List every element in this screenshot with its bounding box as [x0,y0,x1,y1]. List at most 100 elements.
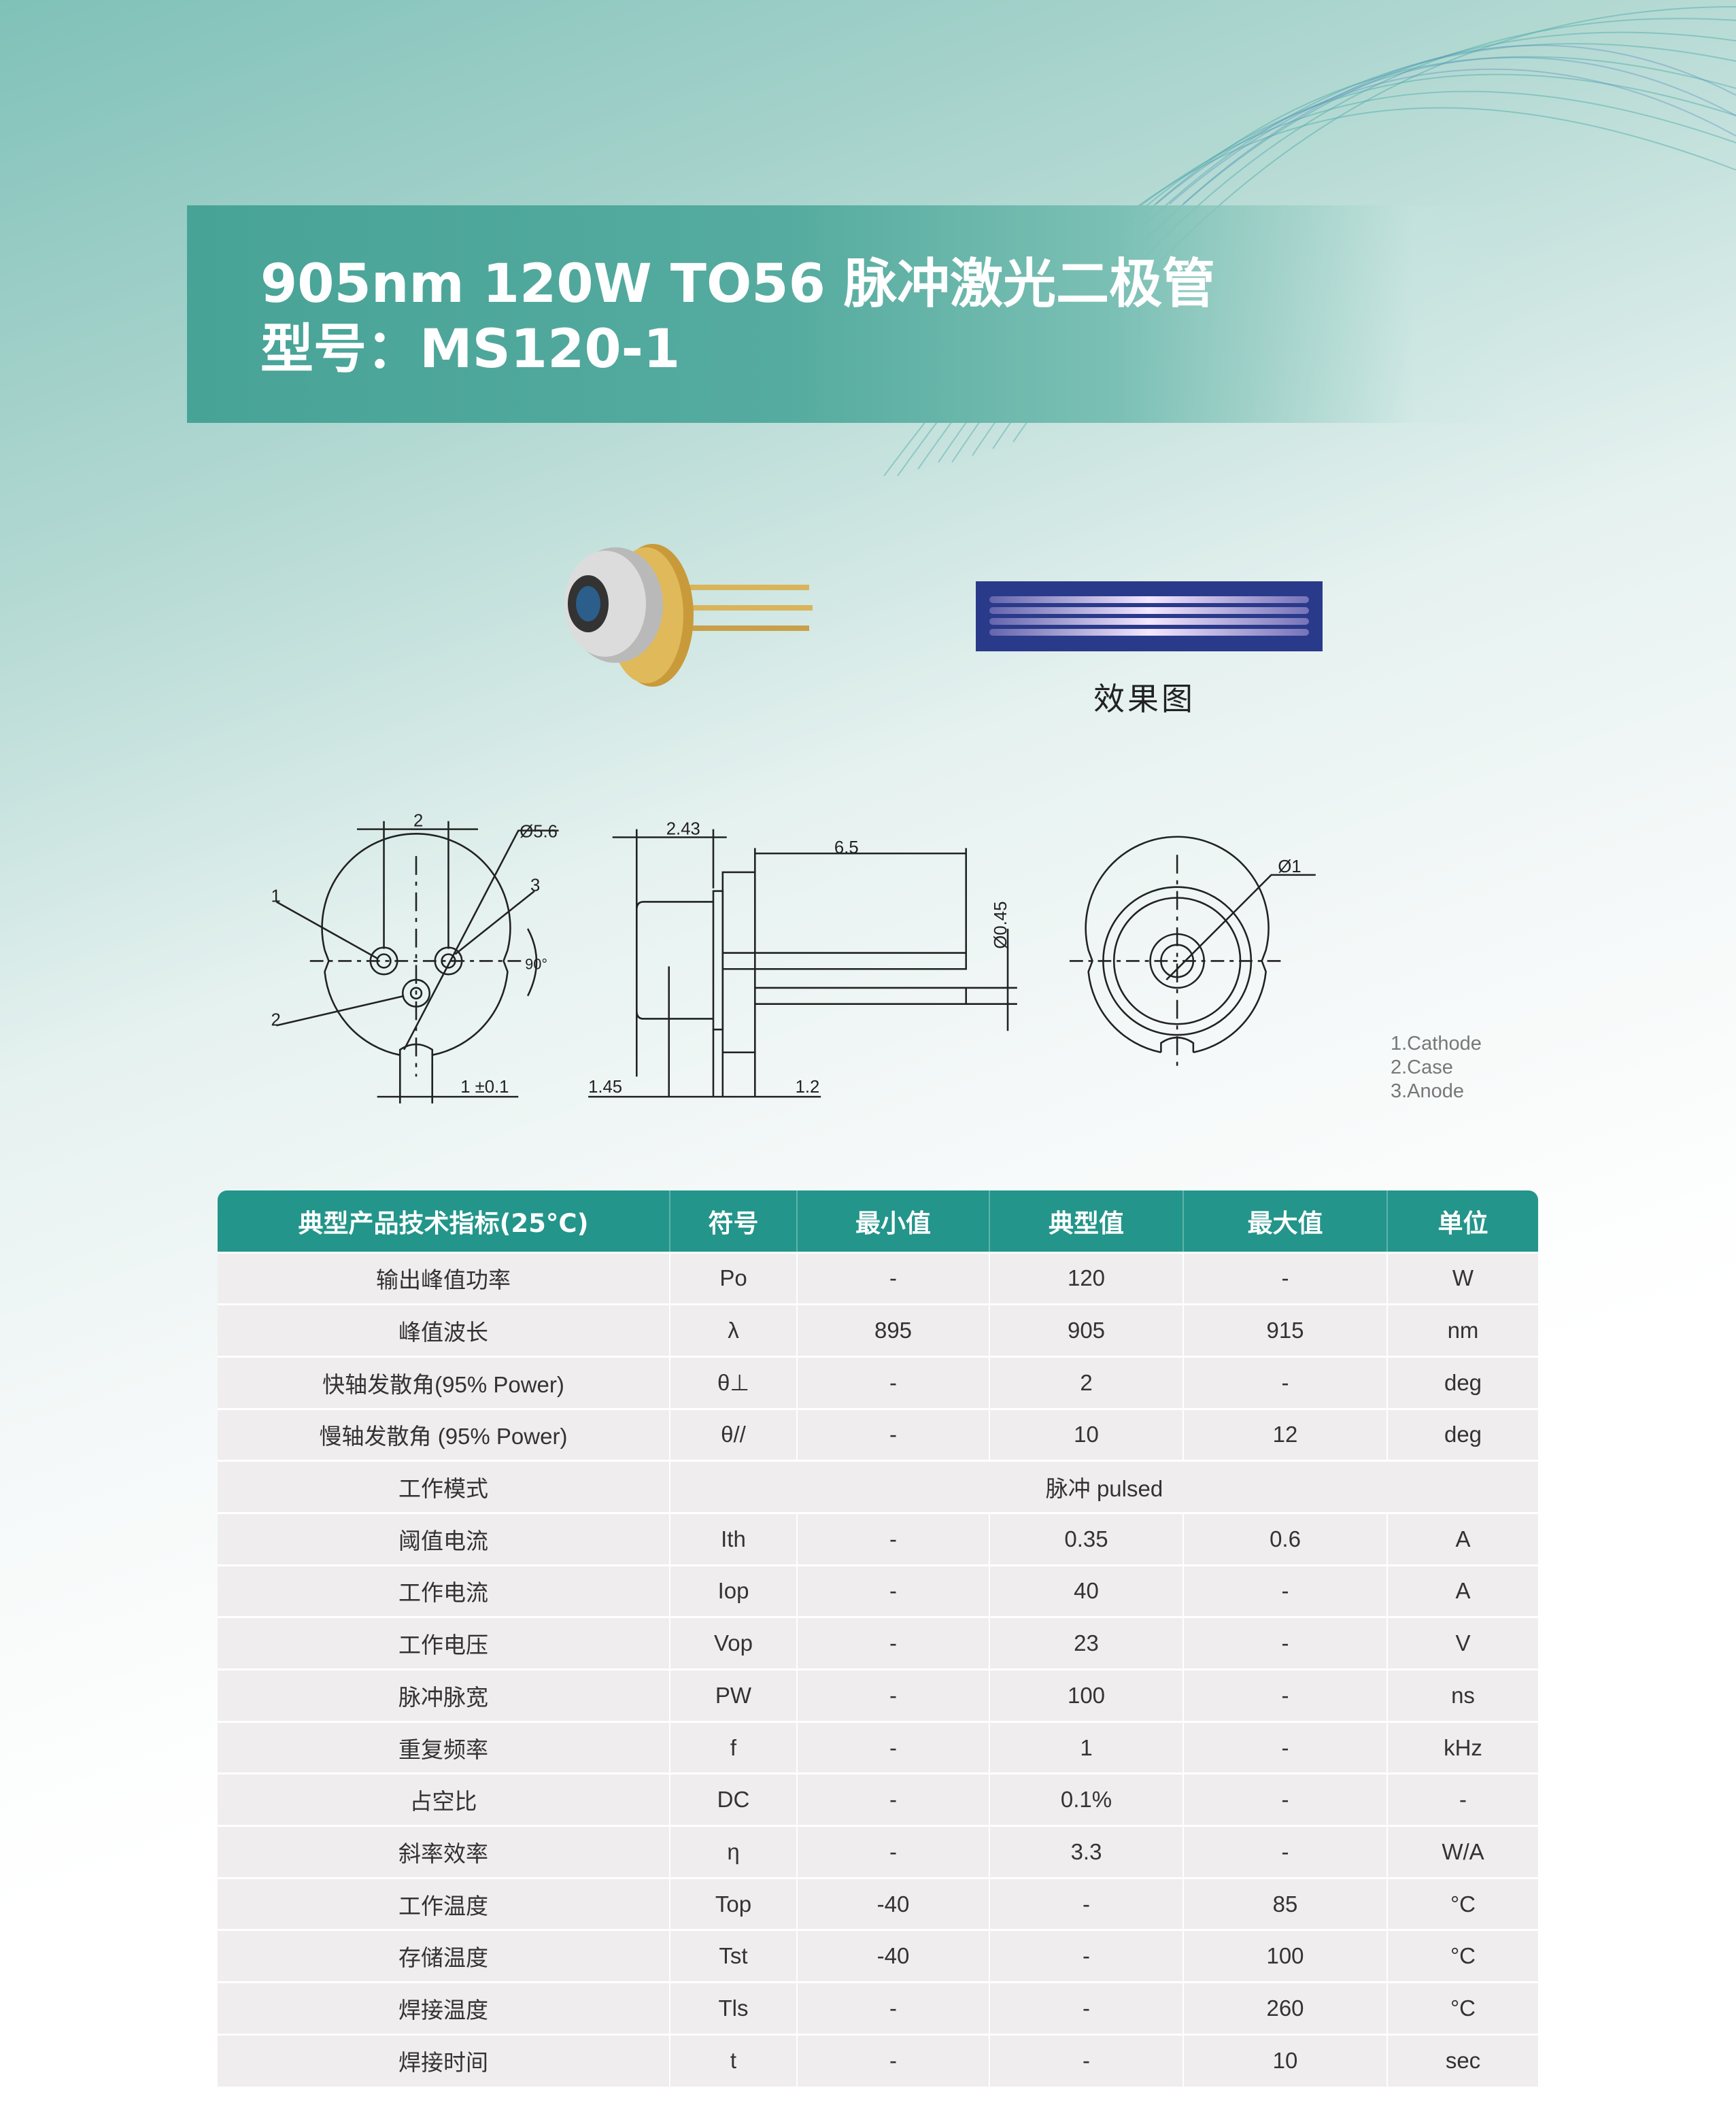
table-row: 斜率效率 η -3.3- W/A [218,1825,1538,1879]
table-cell: - [796,2033,989,2087]
table-cell: - [796,1616,989,1670]
table-row: 慢轴发散角 (95% Power) θ//-10 12 deg [218,1407,1538,1461]
table-cell: - [989,1929,1183,1983]
table-cell: °C [1386,1876,1538,1930]
table-cell: V [1386,1616,1538,1670]
table-cell: 905 [989,1303,1183,1357]
title-band [187,205,1520,423]
table-cell: θ// [669,1407,797,1461]
table-cell: PW [669,1668,797,1722]
parameter-name: 慢轴发散角 (95% Power) [218,1407,670,1461]
parameter-name: 焊接时间 [218,2033,670,2087]
dim-145: 1.45 [588,1078,622,1097]
parameter-name: 阈值电流 [218,1511,670,1566]
dim-pitch: 2 [413,812,423,831]
product-photo [564,544,813,687]
table-cell: - [1182,1355,1387,1409]
column-header: 单位 [1386,1190,1538,1252]
parameter-name: 重复频率 [218,1720,670,1774]
table-cell: - [1182,1616,1387,1670]
table-cell: 12 [1182,1407,1387,1461]
table-cell: θ⊥ [669,1355,797,1409]
dim-window: Ø1 [1278,857,1301,876]
table-cell: - [796,1772,989,1826]
pin1-label: 1 [271,887,280,906]
table-cell: - [796,1825,989,1879]
dimension-drawing: 2 Ø5.6 1 3 2 90° 1 ±0.1 2.43 6.5 Ø0.45 1… [271,812,1316,1103]
table-cell: A [1386,1564,1538,1617]
table-cell: η [669,1825,797,1879]
parameter-name: 斜率效率 [218,1825,670,1879]
parameter-name: 工作温度 [218,1876,670,1930]
table-cell: - [796,1407,989,1461]
dim-diameter: Ø5.6 [520,823,558,842]
table-cell: 2 [989,1355,1183,1409]
table-row: 工作温度 Top -40-85 °C [218,1876,1538,1930]
table-cell: Po [669,1251,797,1305]
column-header: 典型值 [989,1190,1183,1252]
parameter-name: 脉冲脉宽 [218,1668,670,1722]
dim-angle: 90° [525,955,547,972]
table-cell: deg [1386,1407,1538,1461]
parameter-name: 快轴发散角(95% Power) [218,1355,670,1409]
table-cell: 895 [796,1303,989,1357]
table-cell: - [796,1355,989,1409]
effect-label: 效果图 [1093,681,1195,717]
title-model: 型号：MS120-1 [260,319,681,380]
table-cell: 10 [989,1407,1183,1461]
table-cell: Tst [669,1929,797,1983]
pin-2: 2.Case [1391,1057,1453,1078]
parameter-name: 工作模式 [218,1460,670,1513]
table-cell: 23 [989,1616,1183,1670]
dim-cap: 2.43 [666,820,700,839]
table-cell: ns [1386,1668,1538,1722]
table-row: 输出峰值功率 Po -120- W [218,1251,1538,1305]
parameter-name: 工作电流 [218,1564,670,1617]
dim-lead-dia: Ø0.45 [991,902,1010,949]
table-cell: Tls [669,1981,797,2035]
table-cell: - [989,1876,1183,1930]
column-header: 典型产品技术指标(25°C) [218,1190,670,1252]
table-cell: - [989,1981,1183,2035]
column-header: 最小值 [796,1190,989,1252]
pin-legend: 1.Cathode 2.Case 3.Anode [1391,1032,1482,1103]
table-row: 脉冲脉宽 PW -100- ns [218,1668,1538,1722]
column-header: 符号 [669,1190,797,1252]
table-cell: - [796,1981,989,2035]
table-cell: 3.3 [989,1825,1183,1879]
parameter-name: 占空比 [218,1772,670,1826]
table-cell: -40 [796,1876,989,1930]
dim-lead: 6.5 [834,838,859,857]
table-cell: - [1182,1251,1387,1305]
dim-12: 1.2 [796,1078,820,1097]
table-cell: - [796,1564,989,1617]
table-row: 工作电流 Iop -40- A [218,1564,1538,1617]
table-cell: t [669,2033,797,2087]
table-cell: Vop [669,1616,797,1670]
table-cell: nm [1386,1303,1538,1357]
table-cell: °C [1386,1981,1538,2035]
table-cell: 260 [1182,1981,1387,2035]
table-cell: A [1386,1511,1538,1566]
table-header: 典型产品技术指标(25°C) 符号 最小值 典型值 最大值 单位 [218,1190,1538,1252]
table-cell: Ith [669,1511,797,1566]
table-cell: - [796,1668,989,1722]
parameter-name: 输出峰值功率 [218,1251,670,1305]
table-cell: Top [669,1876,797,1930]
parameter-name: 焊接温度 [218,1981,670,2035]
table-cell: 40 [989,1564,1183,1617]
table-cell: λ [669,1303,797,1357]
table-row: 工作模式 脉冲 pulsed [218,1460,1538,1513]
table-cell: f [669,1720,797,1774]
table-cell: 10 [1182,2033,1387,2087]
table-cell: 1 [989,1720,1183,1774]
table-cell: °C [1386,1929,1538,1983]
table-cell: W [1386,1251,1538,1305]
pin-1: 1.Cathode [1391,1033,1482,1054]
table-cell: 915 [1182,1303,1387,1357]
effect-image [976,581,1323,651]
table-cell: 100 [1182,1929,1387,1983]
table-cell: - [1182,1825,1387,1879]
table-cell: 120 [989,1251,1183,1305]
table-cell: - [796,1251,989,1305]
